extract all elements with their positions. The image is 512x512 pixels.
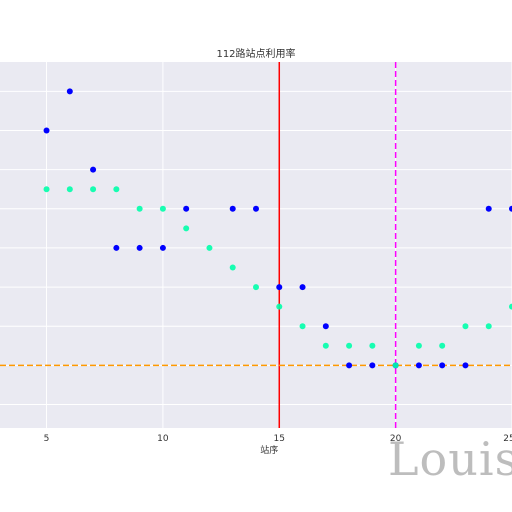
data-point (439, 343, 445, 349)
data-point (160, 206, 166, 212)
data-point (253, 206, 259, 212)
data-point (137, 206, 143, 212)
data-point (300, 284, 306, 290)
data-point (346, 362, 352, 368)
data-point (300, 323, 306, 329)
data-point (160, 245, 166, 251)
data-point (90, 186, 96, 192)
data-point (486, 206, 492, 212)
data-point (276, 284, 282, 290)
data-point (462, 362, 468, 368)
data-point (323, 343, 329, 349)
data-point (183, 225, 189, 231)
data-point (416, 343, 422, 349)
data-point (346, 343, 352, 349)
data-point (230, 265, 236, 271)
plot-background (0, 62, 512, 428)
data-point (323, 323, 329, 329)
data-point (113, 245, 119, 251)
x-tick-label: 10 (157, 434, 169, 444)
x-axis-label: 站序 (260, 444, 278, 456)
chart-title: 112路站点利用率 (216, 47, 295, 60)
data-point (439, 362, 445, 368)
x-tick-label: 5 (44, 434, 50, 444)
data-point (44, 128, 50, 134)
data-point (44, 186, 50, 192)
data-point (67, 186, 73, 192)
data-point (90, 167, 96, 173)
data-point (230, 206, 236, 212)
data-point (183, 206, 189, 212)
data-point (276, 304, 282, 310)
data-point (137, 245, 143, 251)
data-point (113, 186, 119, 192)
data-point (486, 323, 492, 329)
data-point (393, 362, 399, 368)
data-point (369, 343, 375, 349)
data-point (67, 88, 73, 94)
data-point (206, 245, 212, 251)
x-tick-label: 15 (274, 434, 285, 444)
data-point (253, 284, 259, 290)
data-point (369, 362, 375, 368)
data-point (462, 323, 468, 329)
data-point (416, 362, 422, 368)
watermark-text: Louis (388, 432, 512, 486)
